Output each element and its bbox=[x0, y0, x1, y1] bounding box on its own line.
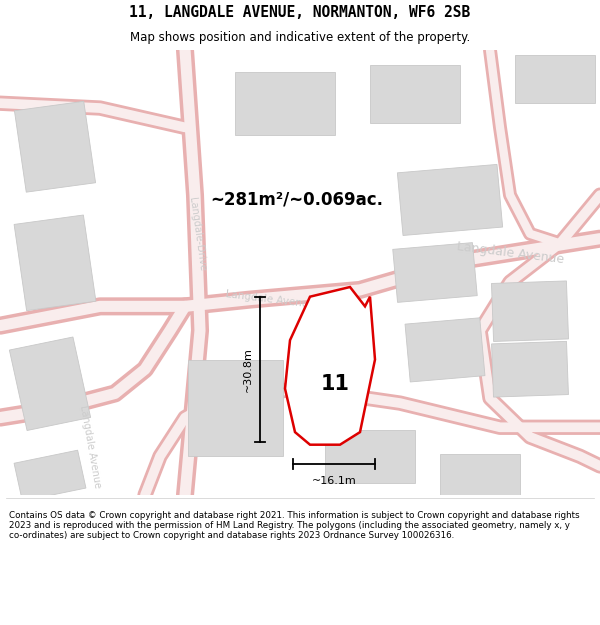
Polygon shape bbox=[285, 287, 375, 445]
Bar bbox=[14, 450, 86, 501]
Bar bbox=[440, 454, 520, 498]
Text: Map shows position and indicative extent of the property.: Map shows position and indicative extent… bbox=[130, 31, 470, 44]
Bar bbox=[14, 101, 95, 192]
Bar bbox=[405, 318, 485, 382]
Bar bbox=[187, 359, 283, 456]
Text: 11, LANGDALE AVENUE, NORMANTON, WF6 2SB: 11, LANGDALE AVENUE, NORMANTON, WF6 2SB bbox=[130, 5, 470, 20]
Text: Langdale Avenue: Langdale Avenue bbox=[455, 240, 565, 266]
Text: 11: 11 bbox=[320, 374, 349, 394]
Text: Langdale Avenue: Langdale Avenue bbox=[78, 404, 102, 489]
Bar bbox=[515, 55, 595, 103]
Bar bbox=[397, 164, 503, 236]
Bar bbox=[393, 242, 477, 302]
Text: ~281m²/~0.069ac.: ~281m²/~0.069ac. bbox=[210, 191, 383, 209]
Bar bbox=[235, 72, 335, 134]
Text: ~16.1m: ~16.1m bbox=[311, 476, 356, 486]
Bar bbox=[370, 64, 460, 122]
Bar bbox=[491, 341, 568, 397]
Bar bbox=[491, 281, 569, 341]
Bar bbox=[325, 430, 415, 483]
Text: Langdale Avenue: Langdale Avenue bbox=[225, 289, 315, 310]
Bar bbox=[14, 215, 96, 311]
Text: Contains OS data © Crown copyright and database right 2021. This information is : Contains OS data © Crown copyright and d… bbox=[9, 511, 580, 541]
Text: Langdale-Drive: Langdale-Drive bbox=[187, 196, 207, 271]
Bar bbox=[10, 337, 91, 431]
Text: ~30.8m: ~30.8m bbox=[243, 347, 253, 392]
